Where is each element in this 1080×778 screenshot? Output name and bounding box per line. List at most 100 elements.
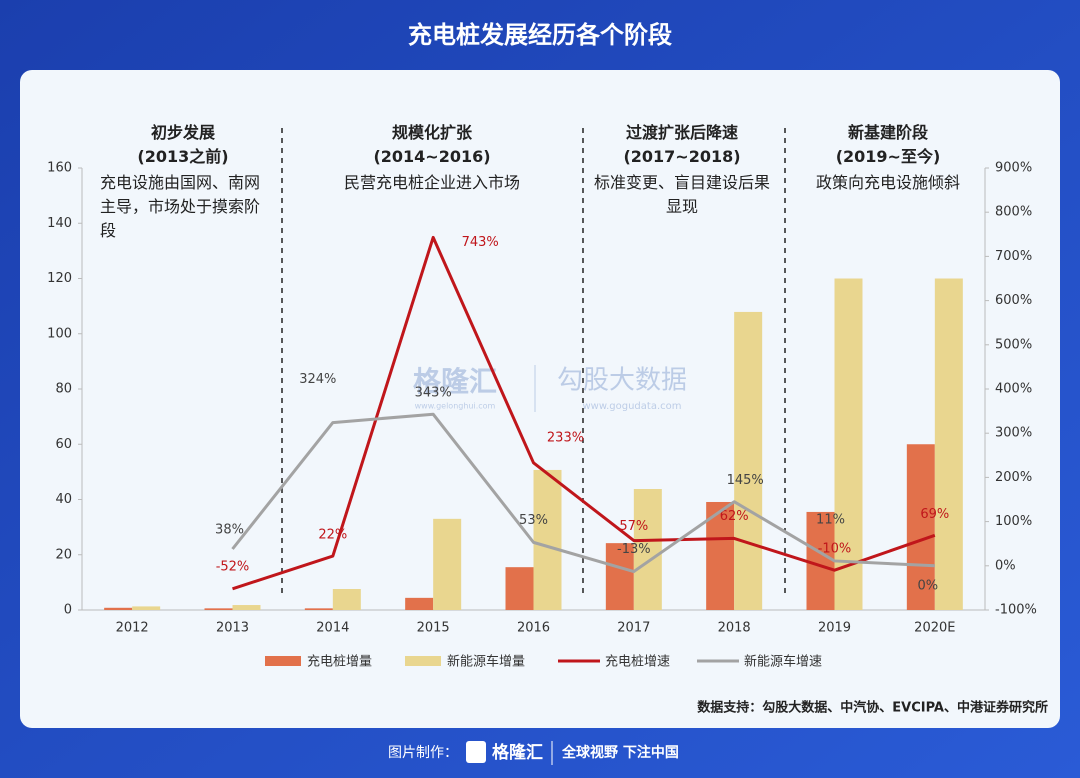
data-label: 743% xyxy=(462,235,499,250)
bar xyxy=(204,608,233,610)
data-label: 233% xyxy=(547,430,584,445)
footer-brand: 格隆汇 xyxy=(492,742,543,763)
bar xyxy=(232,605,261,610)
y-tick-label: 0 xyxy=(64,603,72,618)
stage: 新基建阶段 (2019~至今) 政策向充电设施倾斜 xyxy=(793,121,983,195)
x-tick-label: 2018 xyxy=(718,621,751,636)
y-tick-label: 60 xyxy=(55,437,72,452)
watermark-brand: 格隆汇 xyxy=(413,365,497,398)
watermark-brand-url: www.gelonghui.com xyxy=(415,402,496,411)
y2-tick-label: 400% xyxy=(995,382,1032,397)
stage-desc: 政策向充电设施倾斜 xyxy=(815,173,960,192)
data-label: 145% xyxy=(727,473,764,488)
stage: 初步发展 (2013之前) 充电设施由国网、南网主导，市场处于摸索阶段 xyxy=(88,121,278,243)
bar xyxy=(304,608,333,610)
y2-tick-label: -100% xyxy=(995,603,1037,618)
y-tick-label: 80 xyxy=(55,382,72,397)
y2-tick-label: 700% xyxy=(995,249,1032,264)
card xyxy=(20,70,1060,728)
legend-swatch xyxy=(405,656,441,666)
bar xyxy=(405,597,434,610)
bar xyxy=(533,469,562,610)
watermark-name: 勾股大数据 xyxy=(557,366,687,396)
stage-dividers xyxy=(281,128,786,598)
stage-title: 初步发展 xyxy=(150,123,215,142)
watermark-url: www.gogudata.com xyxy=(582,401,681,412)
bar xyxy=(605,543,634,610)
line xyxy=(232,235,936,591)
data-label: -10% xyxy=(818,542,852,557)
bar xyxy=(332,589,361,610)
bar xyxy=(433,518,462,610)
legend-swatch xyxy=(265,656,301,666)
footer-label: 图片制作： xyxy=(388,745,458,761)
data-label: 11% xyxy=(816,512,845,527)
y-tick-label: 140 xyxy=(47,216,72,231)
data-label: 57% xyxy=(619,519,648,534)
y2-tick-label: 200% xyxy=(995,470,1032,485)
line xyxy=(231,412,935,574)
y2-tick-label: 300% xyxy=(995,426,1032,441)
data-label: 69% xyxy=(920,507,949,522)
y-tick-label: 20 xyxy=(55,547,72,562)
data-label: 324% xyxy=(299,372,336,387)
data-label: -52% xyxy=(216,559,250,574)
data-label: 62% xyxy=(720,509,749,524)
bar xyxy=(734,311,763,610)
bar xyxy=(706,501,735,610)
bar xyxy=(806,511,835,610)
y-tick-label: 100 xyxy=(47,326,72,341)
stage: 规模化扩张 (2014~2016) 民营充电桩企业进入市场 xyxy=(337,121,527,195)
x-tick-label: 2012 xyxy=(116,621,149,636)
y-tick-label: 160 xyxy=(47,161,72,176)
bar xyxy=(505,567,534,610)
bar xyxy=(906,444,935,610)
stage-title: 新基建阶段 xyxy=(847,123,928,142)
x-tick-label: 2016 xyxy=(517,621,550,636)
y2-tick-label: 800% xyxy=(995,205,1032,220)
stage-period: (2019~至今) xyxy=(835,147,941,166)
stage-desc: 标准变更、盲目建设后果显现 xyxy=(593,173,770,216)
data-label: 22% xyxy=(318,528,347,543)
x-tick-label: 2020E xyxy=(914,621,955,636)
y-tick-label: 120 xyxy=(47,271,72,286)
stage-period: (2014~2016) xyxy=(373,147,491,166)
bar xyxy=(633,489,662,610)
stage-period: (2013之前) xyxy=(137,147,229,166)
x-tick-label: 2014 xyxy=(316,621,349,636)
watermark: 格隆汇 www.gelonghui.com 勾股大数据 www.gogudata… xyxy=(413,365,687,412)
y2-tick-label: 500% xyxy=(995,337,1032,352)
x-tick-label: 2013 xyxy=(216,621,249,636)
y-tick-label: 40 xyxy=(55,492,72,507)
y2-tick-label: 100% xyxy=(995,514,1032,529)
data-label: 38% xyxy=(215,523,244,538)
stage-desc: 充电设施由国网、南网主导，市场处于摸索阶段 xyxy=(100,173,261,240)
legend-label: 新能源车增速 xyxy=(744,654,822,670)
bar xyxy=(934,278,963,610)
data-label: 343% xyxy=(415,386,452,401)
footer-slogan: 全球视野 下注中国 xyxy=(561,744,679,761)
y2-tick-label: 900% xyxy=(995,161,1032,176)
legend-label: 新能源车增量 xyxy=(447,654,525,670)
x-tick-label: 2015 xyxy=(417,621,450,636)
page-title: 充电桩发展经历各个阶段 xyxy=(408,21,672,49)
stage-title: 过渡扩张后降速 xyxy=(625,123,738,142)
stage-desc: 民营充电桩企业进入市场 xyxy=(343,173,520,192)
legend-label: 充电桩增量 xyxy=(307,654,372,670)
legend-label: 充电桩增速 xyxy=(605,654,670,670)
data-label: -13% xyxy=(617,542,651,557)
footer-logo-icon xyxy=(466,741,486,763)
data-label: 0% xyxy=(918,578,939,593)
bar xyxy=(104,607,133,610)
stage: 过渡扩张后降速 (2017~2018) 标准变更、盲目建设后果显现 xyxy=(587,121,777,219)
y2-tick-label: 0% xyxy=(995,558,1016,573)
bar xyxy=(132,606,161,610)
x-tick-label: 2017 xyxy=(617,621,650,636)
stage-period: (2017~2018) xyxy=(623,147,741,166)
x-tick-label: 2019 xyxy=(818,621,851,636)
bar xyxy=(834,278,863,610)
y2-tick-label: 600% xyxy=(995,293,1032,308)
source: 数据支持：勾股大数据、中汽协、EVCIPA、中港证券研究所 xyxy=(697,700,1048,716)
